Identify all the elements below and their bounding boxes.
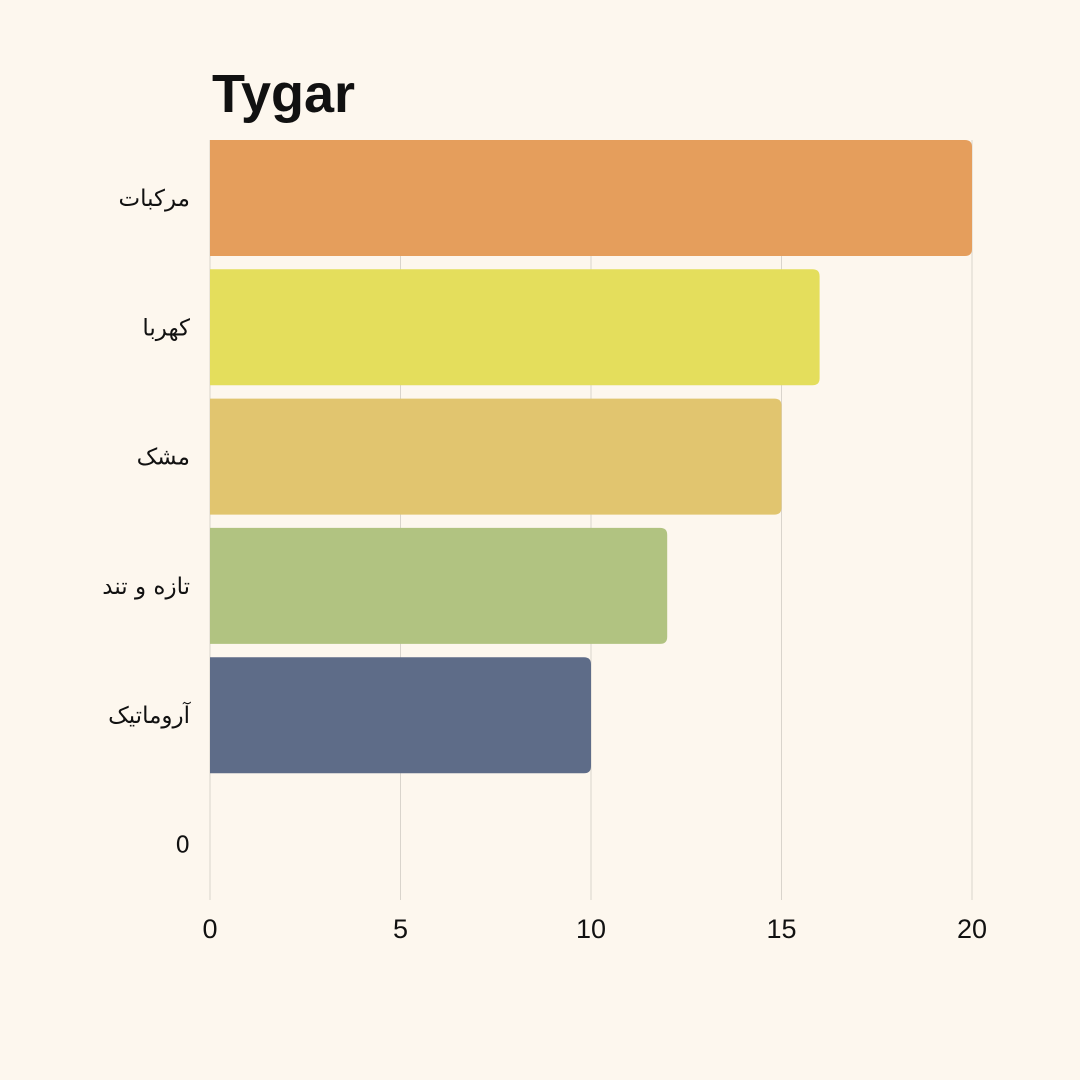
x-tick-label-3: 15 (766, 914, 796, 944)
bar-1 (210, 269, 820, 386)
category-label-3: تازه و تند (102, 574, 190, 600)
chart-title: Tygar (212, 64, 355, 124)
bars (210, 140, 972, 774)
category-label-2: مشک (137, 445, 190, 471)
bar-4 (210, 657, 591, 774)
bar-3 (210, 527, 668, 644)
grid-lines (209, 140, 973, 900)
category-label-0: مرکبات (118, 186, 190, 212)
x-tick-label-2: 10 (576, 914, 606, 944)
bar-2 (210, 398, 782, 515)
x-tick-label-0: 0 (202, 914, 217, 944)
category-label-4: آروماتیک (108, 701, 191, 729)
x-axis-tick-labels: 0 5 10 15 20 (202, 914, 987, 944)
bar-0 (210, 140, 972, 256)
x-tick-label-4: 20 (957, 914, 987, 944)
category-labels: مرکبات کهربا مشک تازه و تند آروماتیک 0 (102, 186, 191, 859)
category-label-5: 0 (175, 833, 190, 859)
category-label-1: کهربا (142, 315, 190, 341)
x-tick-label-1: 5 (393, 914, 408, 944)
